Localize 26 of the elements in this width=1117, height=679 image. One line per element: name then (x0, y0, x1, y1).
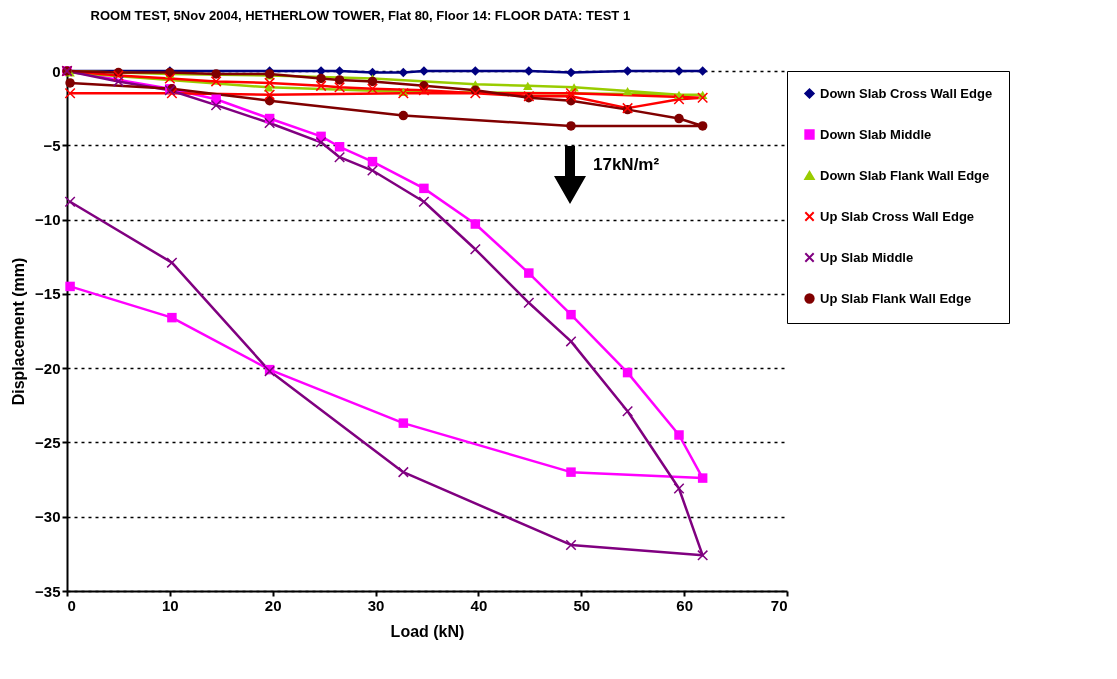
legend-label: Down Slab Cross Wall Edge (820, 85, 993, 101)
y-tick-label: −20 (35, 359, 61, 377)
x-axis-title: Load (kN) (390, 622, 465, 640)
x-tick-label: 10 (162, 596, 179, 614)
x-tick-label: 60 (676, 596, 693, 614)
y-tick-label: −25 (35, 433, 61, 451)
x-tick-label: 0 (67, 596, 76, 614)
y-tick-label: −35 (35, 582, 61, 600)
legend-label: Up Slab Middle (820, 249, 914, 265)
y-axis-title: Displacement (mm) (10, 257, 28, 406)
x-tick-label: 50 (573, 596, 591, 614)
legend-label: Up Slab Flank Wall Edge (820, 290, 972, 306)
legend-label: Down Slab Middle (820, 126, 932, 142)
y-tick-label: −10 (35, 211, 61, 229)
annotation: 17kN/m² (593, 155, 660, 174)
legend-label: Down Slab Flank Wall Edge (820, 167, 990, 183)
x-tick-label: 40 (470, 596, 488, 614)
x-tick-label: 20 (264, 596, 282, 614)
y-tick-label: −5 (43, 136, 61, 154)
chart-title: ROOM TEST, 5Nov 2004, HETHERLOW TOWER, Flat 80, Floor 14: FLOOR DATA: TEST 1 (90, 8, 631, 24)
legend-label: Up Slab Cross Wall Edge (820, 208, 975, 224)
y-tick-label: −30 (35, 508, 61, 526)
y-tick-label: −15 (35, 285, 61, 303)
x-tick-label: 70 (770, 596, 788, 614)
x-tick-label: 30 (367, 596, 385, 614)
y-tick-label: 0 (52, 62, 61, 80)
